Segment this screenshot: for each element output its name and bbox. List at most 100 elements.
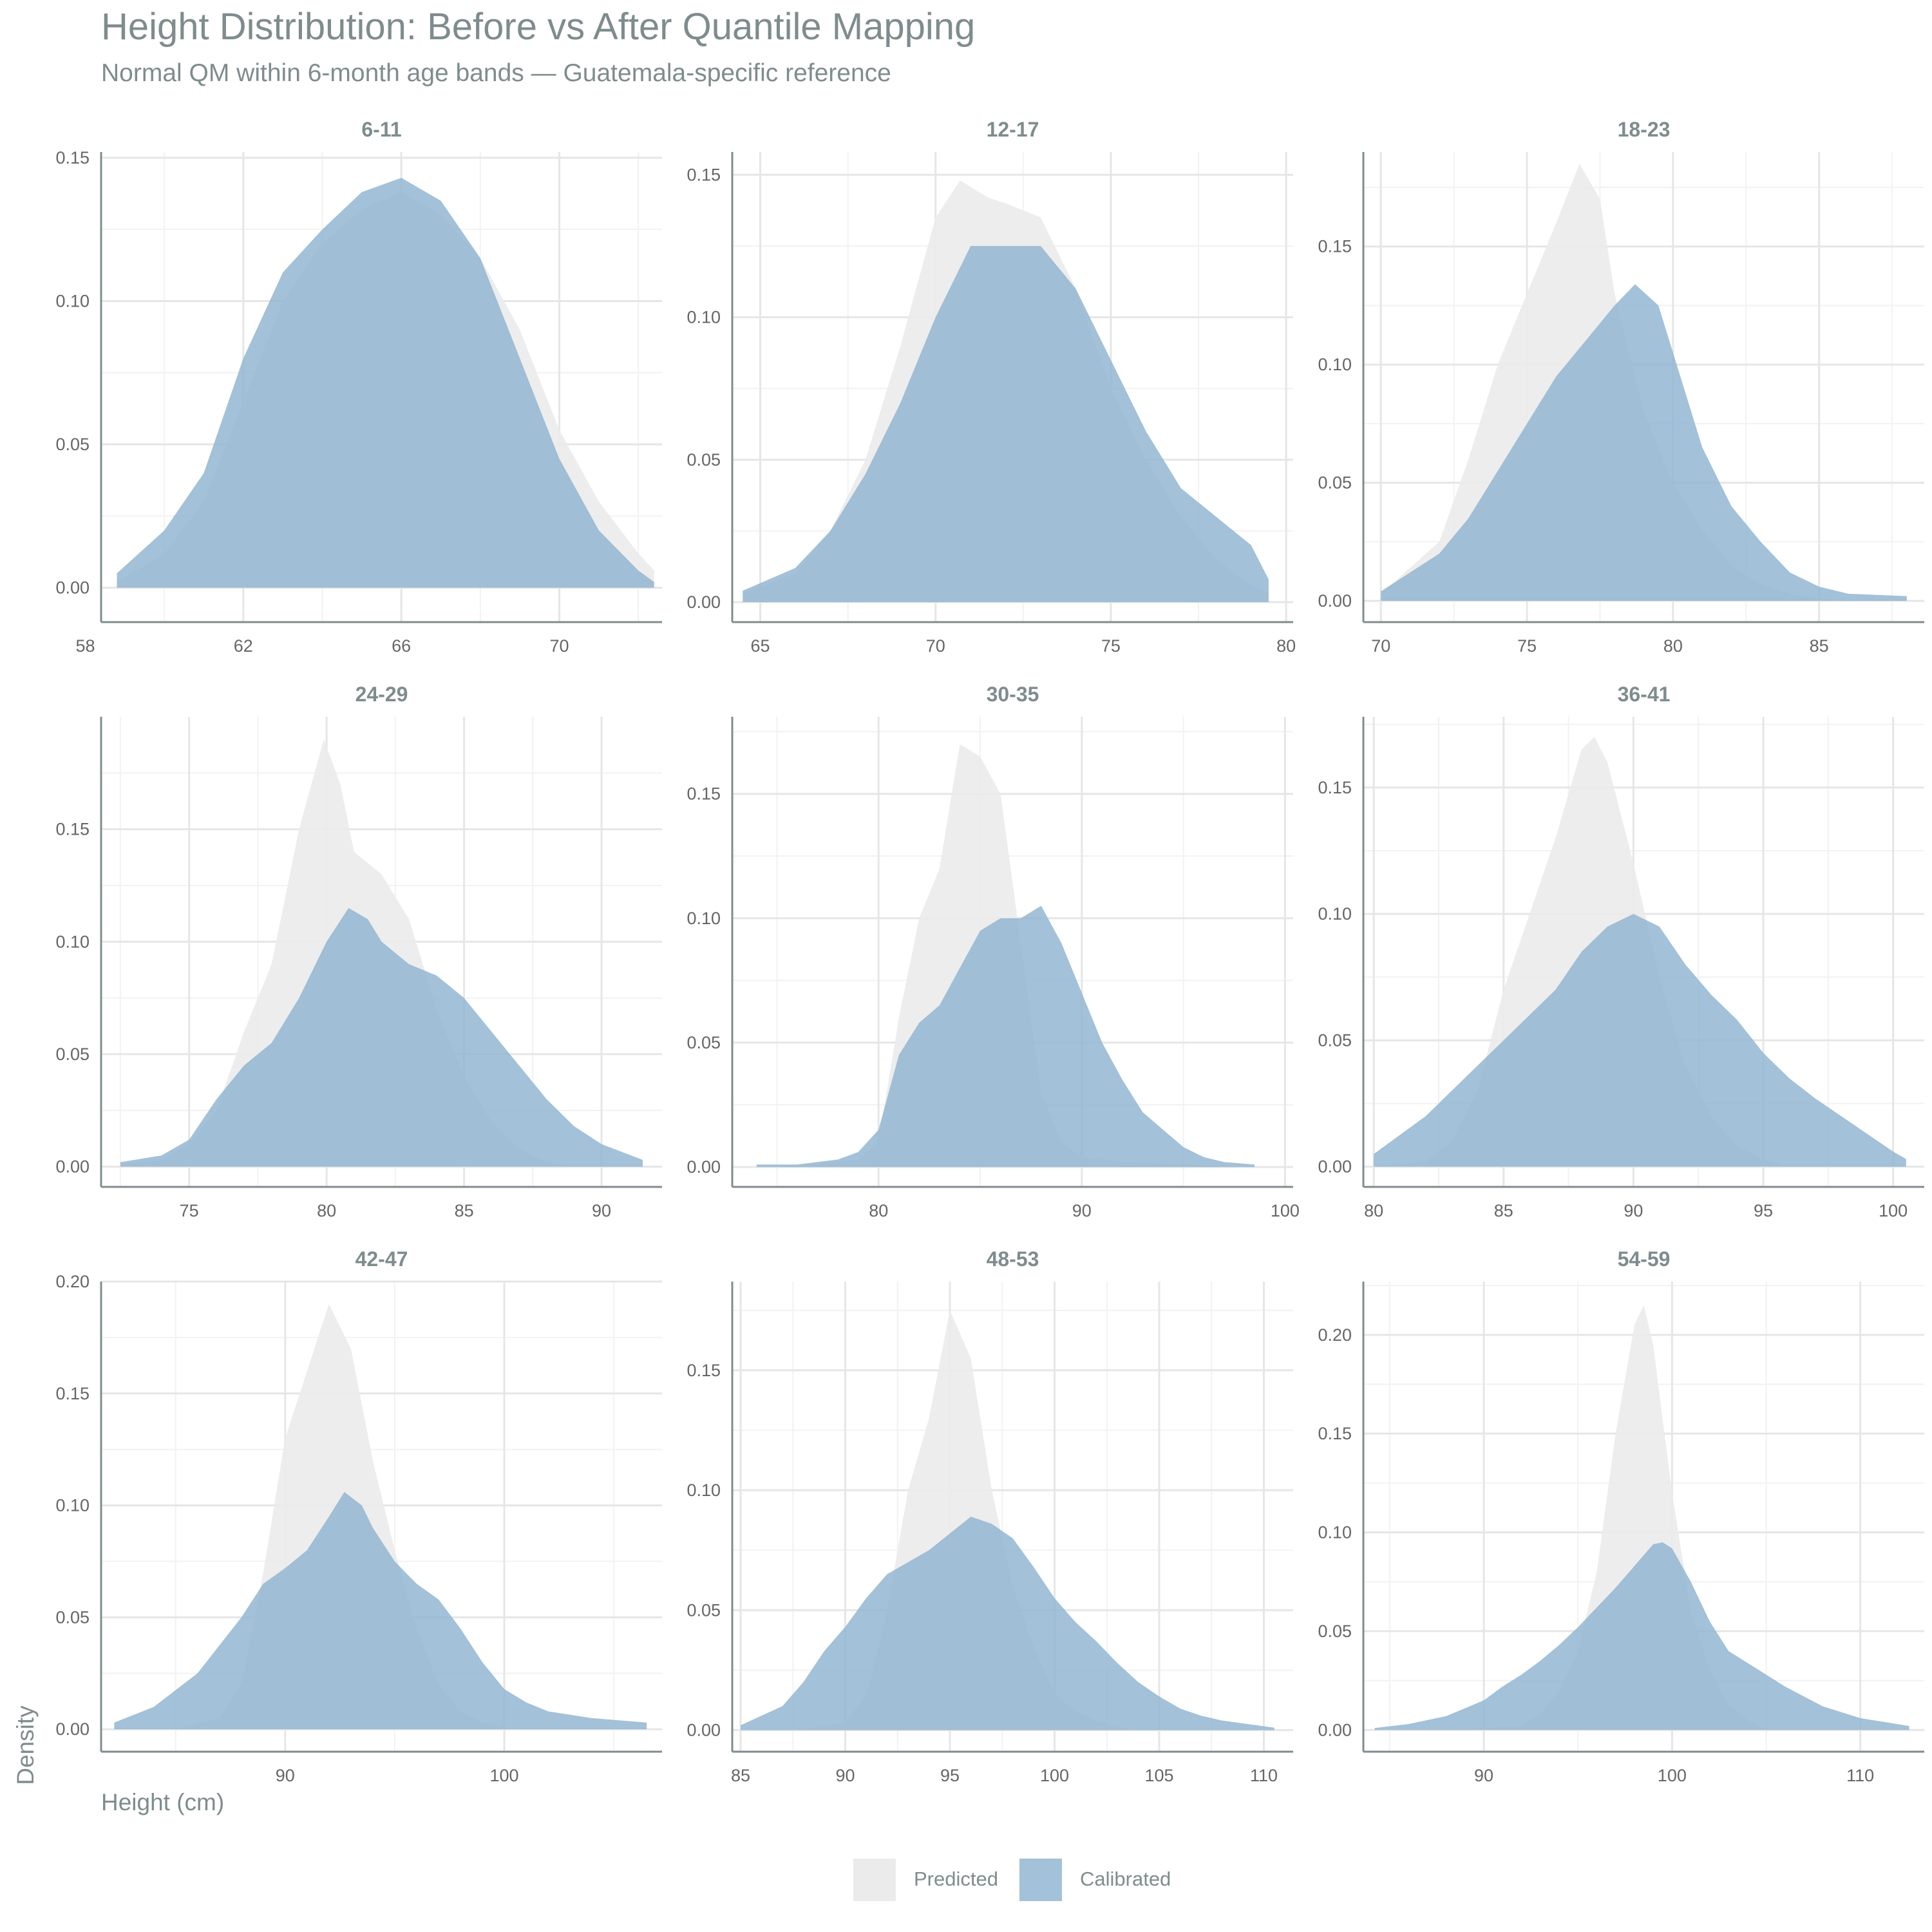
density-calibrated-12-17	[743, 246, 1269, 602]
x-tick-label: 80	[1663, 636, 1683, 656]
x-tick-label: 65	[751, 636, 770, 656]
panel-42-47: 90 100 0.00 0.05 0.10 0.15 0.20 42-47	[55, 1247, 662, 1785]
x-tick-label: 90	[1072, 1201, 1092, 1220]
chart-title: Height Distribution: Before vs After Qua…	[101, 6, 976, 48]
panel-18-23: 70 75 80 85 0.00 0.05 0.10 0.15 18-23	[1318, 118, 1924, 656]
x-tick-label: 80	[869, 1201, 888, 1220]
panel-title: 24-29	[355, 683, 408, 706]
x-tick-label: 90	[1624, 1201, 1643, 1220]
x-axis-label: Height (cm)	[101, 1789, 225, 1815]
y-tick-label: 0.10	[55, 1496, 90, 1515]
y-tick-label: 0.05	[687, 1033, 721, 1052]
x-tick-label: 100	[1040, 1766, 1069, 1785]
y-tick-label: 0.20	[55, 1272, 90, 1291]
x-tick-label: 90	[835, 1766, 855, 1785]
chart-subtitle: Normal QM within 6-month age bands — Gua…	[101, 59, 891, 87]
y-tick-label: 0.15	[1318, 237, 1352, 256]
panel-12-17: 65 70 75 80 0.00 0.05 0.10 0.15 12-17	[687, 118, 1296, 656]
x-tick-label: 90	[1474, 1766, 1493, 1785]
y-tick-label: 0.05	[55, 435, 90, 454]
panel-title: 12-17	[987, 118, 1039, 141]
y-tick-label: 0.15	[687, 1361, 721, 1380]
x-tick-label: 66	[392, 636, 411, 656]
panel-title: 36-41	[1618, 683, 1671, 706]
y-tick-label: 0.00	[55, 578, 90, 598]
density-calibrated-24-29	[120, 907, 643, 1167]
x-tick-label: 100	[1271, 1201, 1300, 1220]
x-tick-label: 85	[1810, 636, 1829, 656]
panel-title: 54-59	[1618, 1247, 1671, 1271]
y-tick-label: 0.00	[687, 1157, 721, 1177]
x-tick-label: 80	[317, 1201, 336, 1220]
legend-label-calibrated: Calibrated	[1080, 1868, 1171, 1890]
y-tick-label: 0.10	[55, 291, 90, 310]
legend-key-calibrated	[1019, 1859, 1062, 1901]
y-tick-label: 0.15	[1318, 778, 1352, 797]
y-tick-label: 0.10	[55, 932, 90, 951]
y-tick-label: 0.10	[1318, 355, 1352, 374]
y-tick-label: 0.10	[1318, 1523, 1352, 1542]
x-tick-label: 95	[940, 1766, 960, 1785]
y-axis-label: Density	[12, 1705, 39, 1785]
x-tick-label: 100	[490, 1766, 519, 1785]
panel-title: 18-23	[1618, 118, 1671, 141]
x-tick-label: 110	[1250, 1766, 1278, 1785]
density-calibrated-6-11	[117, 178, 654, 588]
y-tick-label: 0.05	[1318, 1030, 1352, 1050]
x-tick-label: 75	[1101, 636, 1121, 656]
y-tick-label: 0.05	[55, 1045, 90, 1064]
panel-24-29: 75 80 85 90 0.00 0.05 0.10 0.15 24-29	[55, 683, 662, 1220]
y-tick-label: 0.10	[687, 308, 721, 327]
panel-48-53: 85 90 95 100 105 110 0.00 0.05 0.10 0.15 48-53	[687, 1247, 1293, 1785]
legend-label-predicted: Predicted	[914, 1868, 998, 1890]
x-tick-label: 70	[926, 636, 945, 656]
panel-36-41: 80 85 90 95 100 0.00 0.05 0.10 0.15 36-41	[1318, 683, 1924, 1220]
y-tick-label: 0.00	[1318, 1720, 1352, 1739]
x-tick-label: 90	[276, 1766, 295, 1785]
x-tick-label: 90	[592, 1201, 611, 1220]
x-tick-label: 85	[731, 1766, 750, 1785]
x-tick-label: 100	[1879, 1201, 1908, 1220]
y-tick-label: 0.15	[55, 148, 90, 167]
y-tick-label: 0.10	[1318, 904, 1352, 923]
x-tick-label: 62	[234, 636, 253, 656]
x-tick-label: 100	[1658, 1766, 1687, 1785]
y-tick-label: 0.15	[55, 1384, 90, 1403]
legend-key-predicted	[853, 1859, 896, 1901]
density-calibrated-30-35	[756, 905, 1255, 1168]
y-tick-label: 0.05	[687, 1600, 721, 1620]
x-tick-label: 85	[455, 1201, 474, 1220]
panel-title: 42-47	[355, 1247, 408, 1271]
y-tick-label: 0.00	[687, 592, 721, 612]
y-tick-label: 0.15	[1318, 1424, 1352, 1443]
y-tick-label: 0.05	[1318, 1622, 1352, 1641]
x-tick-label: 95	[1754, 1201, 1773, 1220]
y-tick-label: 0.00	[55, 1157, 90, 1177]
y-tick-label: 0.20	[1318, 1325, 1352, 1345]
x-tick-label: 85	[1494, 1201, 1513, 1220]
x-tick-label: 70	[549, 636, 569, 656]
x-tick-label: 58	[75, 636, 95, 656]
y-tick-label: 0.00	[1318, 1157, 1352, 1177]
x-tick-label: 70	[1371, 636, 1390, 656]
density-calibrated-18-23	[1381, 284, 1907, 601]
x-tick-label: 80	[1364, 1201, 1383, 1220]
panel-30-35: 80 90 100 0.00 0.05 0.10 0.15 30-35	[687, 683, 1299, 1220]
x-tick-label: 75	[1517, 636, 1537, 656]
x-tick-label: 110	[1846, 1766, 1874, 1785]
x-tick-label: 105	[1144, 1766, 1173, 1785]
y-tick-label: 0.05	[55, 1607, 90, 1627]
y-tick-label: 0.00	[687, 1720, 721, 1739]
density-calibrated-36-41	[1374, 914, 1906, 1167]
y-tick-label: 0.15	[687, 165, 721, 184]
x-tick-label: 75	[180, 1201, 199, 1220]
y-tick-label: 0.00	[1318, 591, 1352, 611]
y-tick-label: 0.05	[1318, 473, 1352, 493]
y-tick-label: 0.05	[687, 450, 721, 469]
y-tick-label: 0.10	[687, 1481, 721, 1500]
panel-title: 30-35	[987, 683, 1039, 706]
density-calibrated-54-59	[1374, 1542, 1909, 1730]
x-tick-label: 80	[1276, 636, 1296, 656]
y-tick-label: 0.10	[687, 909, 721, 928]
